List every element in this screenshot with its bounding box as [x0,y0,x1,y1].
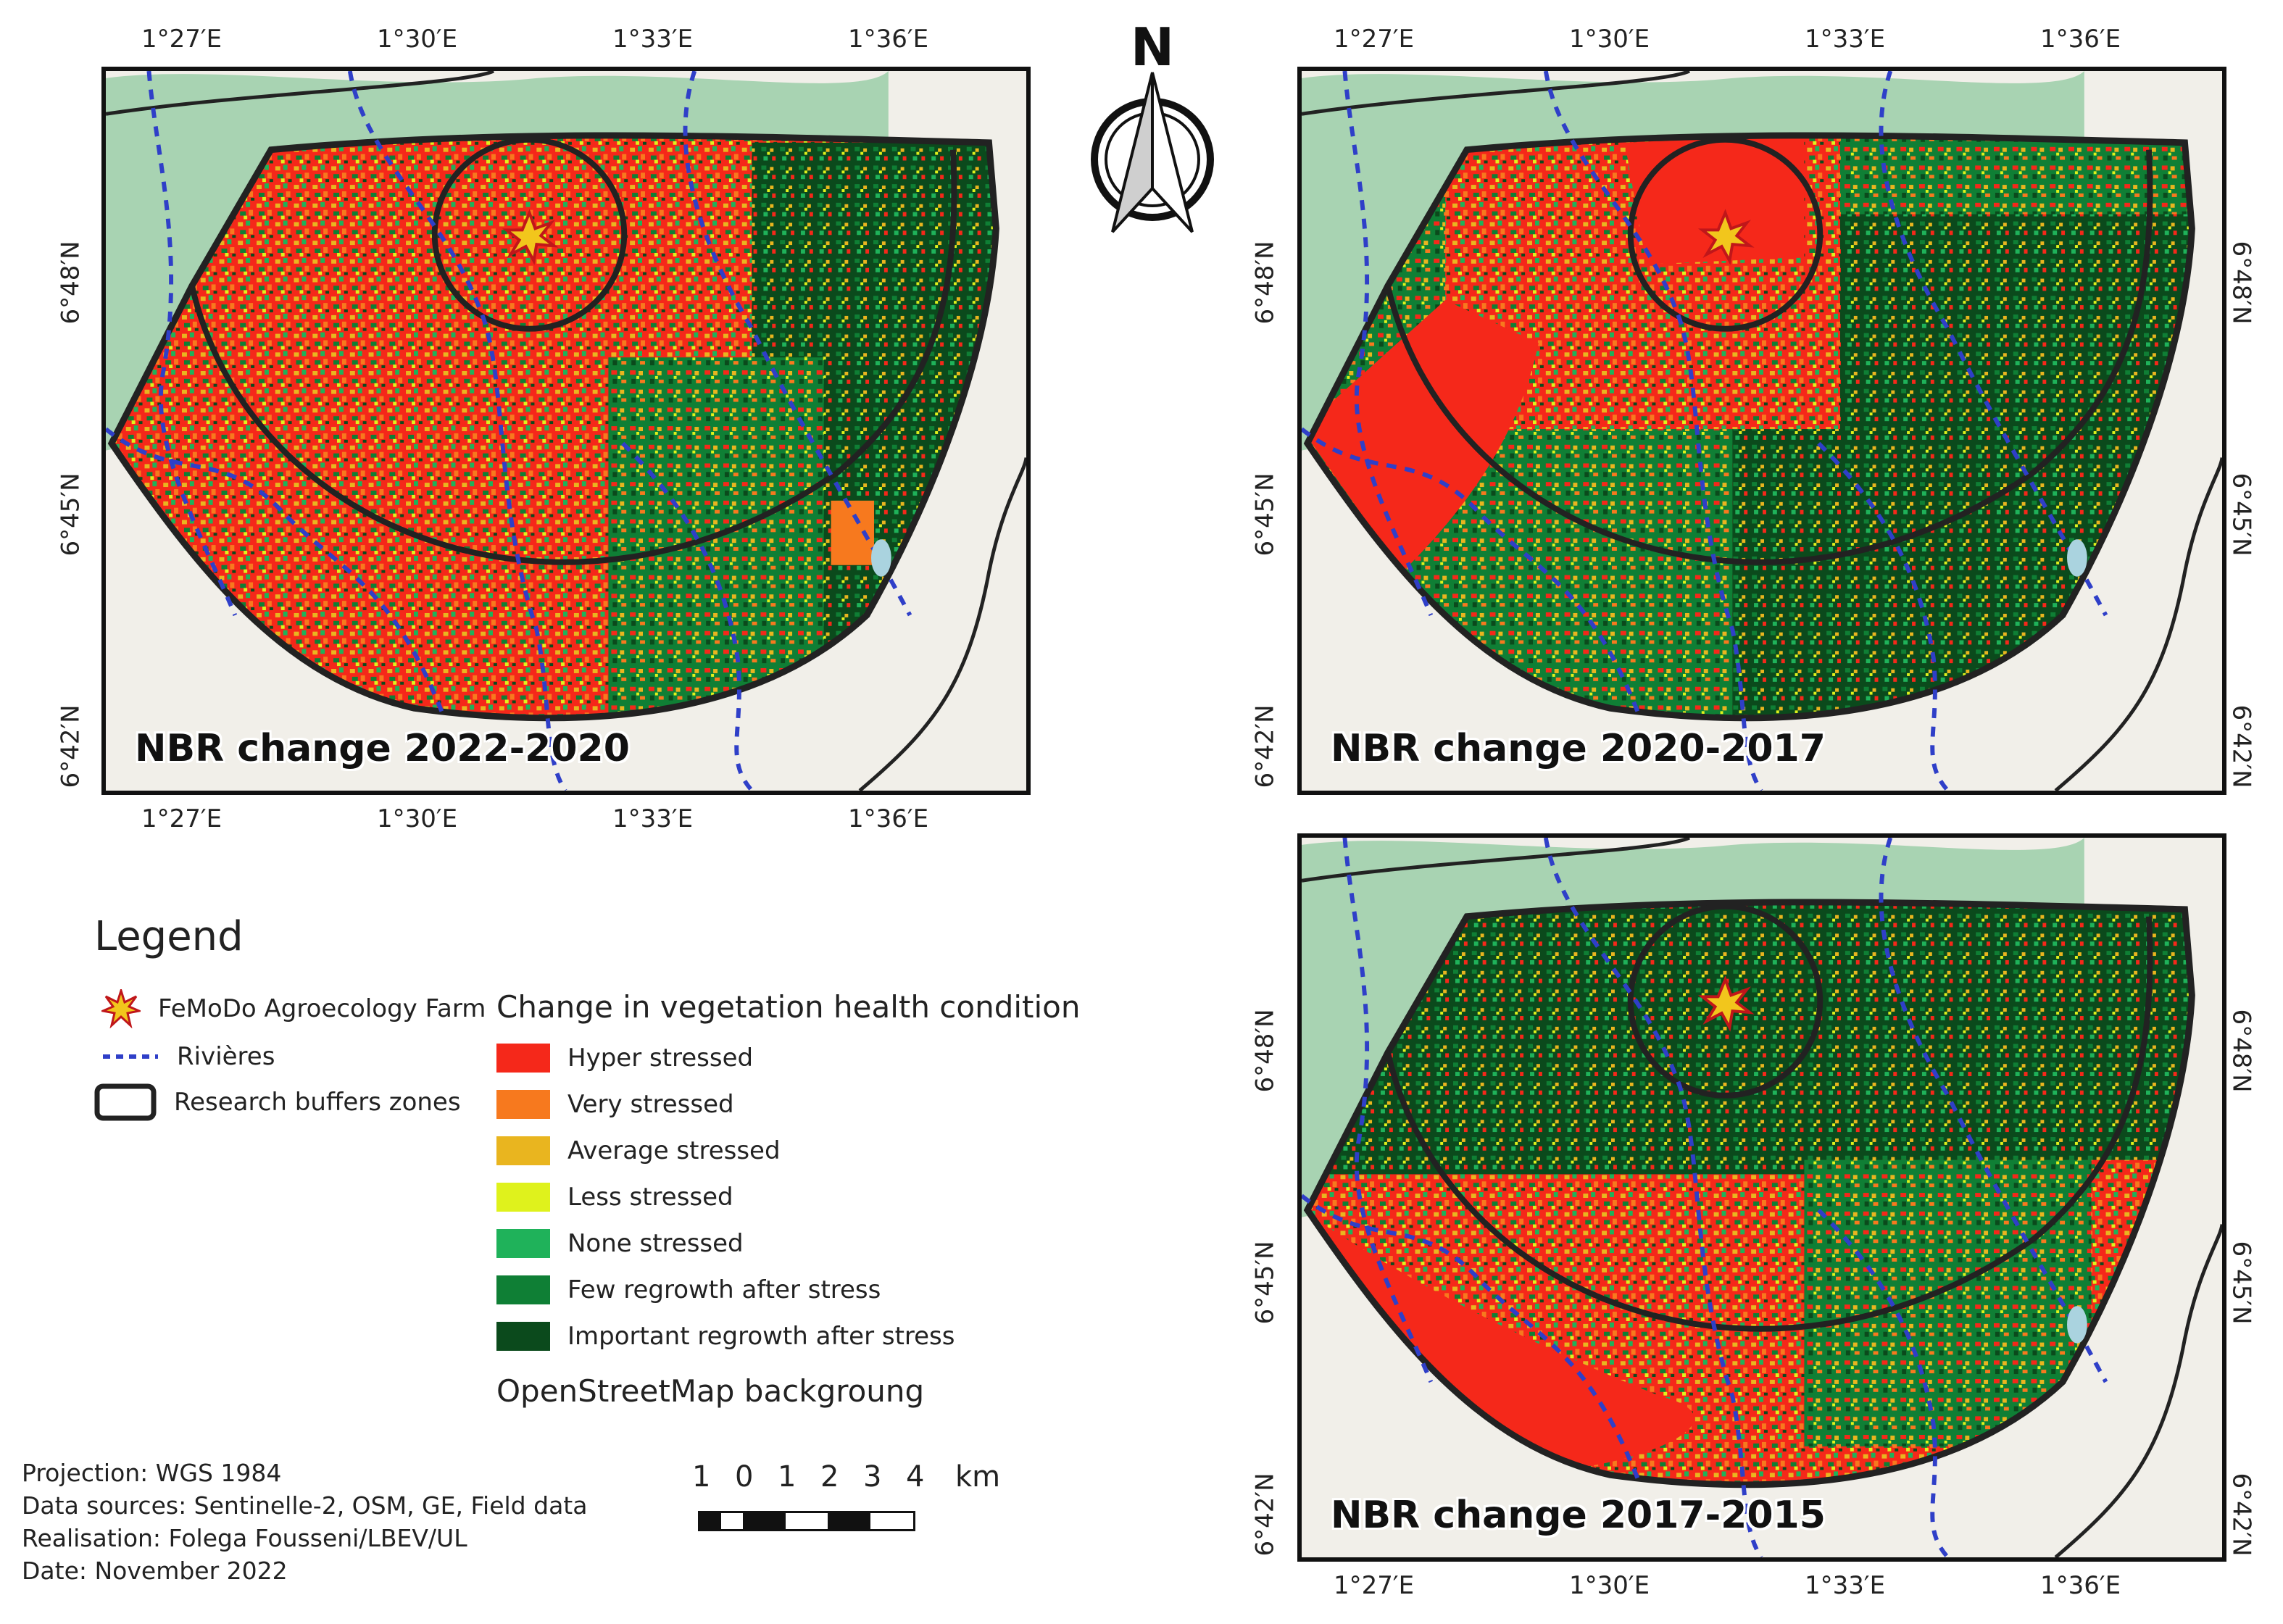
map-canvas [106,71,1026,791]
lat-label: 6°45′N [2226,472,2256,557]
legend-item-buffers: Research buffers zones [94,1083,461,1121]
lon-label: 1°27′E [141,25,223,54]
legend-label: Very stressed [567,1090,734,1119]
map-title: NBR change 2020-2017 [1331,727,1826,770]
legend-item-rivers: Rivières [101,1042,275,1071]
lat-label: 6°42′N [2226,704,2256,788]
lon-label: 1°30′E [377,25,458,54]
legend-swatch [496,1090,550,1119]
lat-label: 6°45′N [56,472,86,557]
date-text: Date: November 2022 [22,1557,288,1585]
legend-label: Less stressed [567,1183,733,1212]
legend-label: Hyper stressed [567,1044,754,1073]
legend-label: Important regrowth after stress [567,1322,955,1351]
legend-label: FeMoDo Agroecology Farm [158,994,486,1023]
star-burst-icon [101,989,141,1028]
legend-background-note: OpenStreetMap backgroung [496,1373,925,1409]
sources-text: Data sources: Sentinelle-2, OSM, GE, Fie… [22,1491,588,1520]
scale-tick: 0 [735,1460,754,1494]
map-canvas [1302,838,2222,1557]
lat-label: 6°48′N [56,241,86,325]
lat-label: 6°48′N [2226,1009,2256,1093]
legend-swatch [496,1322,550,1351]
lon-label: 1°33′E [1805,1571,1886,1600]
legend-title: Legend [94,913,244,960]
legend-class-item: Average stressed [496,1136,781,1165]
lon-label: 1°33′E [612,804,694,833]
lon-label: 1°36′E [848,25,929,54]
scale-tick: 3 [863,1460,882,1494]
lon-label: 1°27′E [1334,25,1415,54]
farm-star-icon [502,209,559,265]
map-panel-2017-2015: NBR change 2017-2015 [1297,833,2226,1562]
scale-bar: 1 0 1 2 3 4 km [692,1460,1000,1562]
north-label: N [1131,22,1174,78]
legend-label: Rivières [177,1042,275,1071]
legend-class-item: Hyper stressed [496,1044,753,1073]
legend-label: Average stressed [567,1136,781,1165]
lat-label: 6°45′N [2226,1241,2256,1325]
scale-tick: 4 [906,1460,925,1494]
legend-label: None stressed [567,1229,744,1258]
lon-label: 1°33′E [612,25,694,54]
lon-label: 1°27′E [1334,1571,1415,1600]
legend-swatch [496,1229,550,1258]
realisation-text: Realisation: Folega Fousseni/LBEV/UL [22,1524,467,1552]
map-canvas [1302,71,2222,791]
lat-label: 6°45′N [1250,1241,1280,1325]
lon-label: 1°33′E [1805,25,1886,54]
map-panel-2020-2017: NBR change 2020-2017 [1297,67,2226,795]
scale-unit: km [955,1460,1001,1494]
legend-class-item: Very stressed [496,1090,734,1119]
legend-label: Research buffers zones [174,1088,461,1117]
legend-swatch [496,1136,550,1165]
legend-swatch [496,1275,550,1304]
lon-label: 1°27′E [141,804,223,833]
lat-label: 6°42′N [2226,1473,2256,1557]
legend-swatch [496,1044,550,1073]
legend-item-farm: FeMoDo Agroecology Farm [101,989,486,1028]
map-title: NBR change 2022-2020 [135,727,630,770]
scale-tick: 2 [820,1460,839,1494]
legend-class-item: None stressed [496,1229,744,1258]
map-title: NBR change 2017-2015 [1331,1494,1826,1537]
scale-labels: 1 0 1 2 3 4 km [692,1460,1001,1494]
legend-class-item: Few regrowth after stress [496,1275,881,1304]
scale-bar-graphic [698,1511,915,1531]
scale-tick: 1 [692,1460,711,1494]
lat-label: 6°45′N [1250,472,1280,557]
lon-label: 1°36′E [2040,1571,2121,1600]
projection-text: Projection: WGS 1984 [22,1459,282,1487]
lon-label: 1°30′E [1569,25,1650,54]
legend-change-heading: Change in vegetation health condition [496,989,1081,1025]
lat-label: 6°48′N [1250,241,1280,325]
farm-star-icon [1698,975,1755,1032]
lon-label: 1°30′E [377,804,458,833]
lat-label: 6°48′N [1250,1009,1280,1093]
scale-tick: 1 [778,1460,797,1494]
legend: Legend FeMoDo Agroecology Farm Rivières … [94,913,1081,1435]
lat-label: 6°42′N [1250,1473,1280,1557]
lon-label: 1°36′E [848,804,929,833]
farm-star-icon [1698,209,1755,265]
legend-swatch [496,1183,550,1212]
lon-label: 1°36′E [2040,25,2121,54]
dashed-line-icon [103,1054,158,1059]
map-panel-2022-2020: NBR change 2022-2020 [101,67,1031,795]
lon-label: 1°30′E [1569,1571,1650,1600]
map-credits: Projection: WGS 1984 Data sources: Senti… [22,1457,587,1587]
lat-label: 6°48′N [2226,241,2256,325]
legend-class-item: Less stressed [496,1183,733,1212]
north-arrow: N [1080,17,1225,239]
legend-label: Few regrowth after stress [567,1275,881,1304]
lat-label: 6°42′N [1250,704,1280,788]
lat-label: 6°42′N [56,704,86,788]
legend-class-item: Important regrowth after stress [496,1322,955,1351]
rounded-rectangle-icon [94,1083,157,1121]
